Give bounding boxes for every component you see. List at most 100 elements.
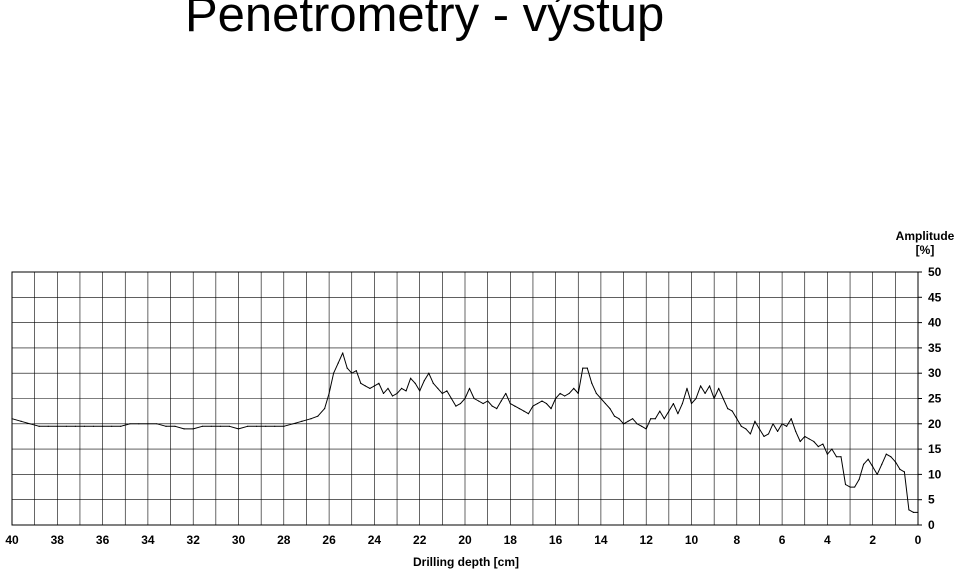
data-point xyxy=(532,405,534,407)
data-point xyxy=(120,425,122,427)
data-point xyxy=(428,372,430,374)
data-point xyxy=(908,509,910,511)
data-point xyxy=(265,425,267,427)
x-tick-label: 0 xyxy=(915,533,922,547)
data-point xyxy=(509,402,511,405)
y-axis-title-line1: Amplitude xyxy=(896,229,955,243)
data-point xyxy=(622,423,625,425)
data-point xyxy=(568,392,570,395)
data-point xyxy=(863,463,865,465)
data-point xyxy=(219,425,221,427)
x-tick-label: 32 xyxy=(187,533,201,547)
data-point xyxy=(713,397,715,400)
series-layer xyxy=(11,352,919,513)
data-point xyxy=(890,456,892,458)
data-point xyxy=(301,420,303,422)
data-point xyxy=(912,511,915,513)
x-tick-label: 16 xyxy=(549,533,563,547)
data-point xyxy=(400,387,403,389)
data-point xyxy=(840,456,842,458)
x-tick-label: 14 xyxy=(594,533,608,547)
data-point xyxy=(455,405,457,407)
data-point xyxy=(102,425,104,427)
y-tick-label: 25 xyxy=(928,392,942,406)
data-point xyxy=(917,511,919,513)
data-point xyxy=(83,425,86,427)
y-tick-label: 50 xyxy=(928,265,942,279)
data-point xyxy=(310,418,312,420)
x-tick-label: 34 xyxy=(141,533,155,547)
slide-title: Penetrometry - výstup xyxy=(185,0,665,42)
data-point xyxy=(885,453,887,455)
data-point xyxy=(419,390,421,392)
data-point xyxy=(410,377,412,379)
x-tick-label: 28 xyxy=(277,533,291,547)
data-point xyxy=(491,405,493,407)
data-point xyxy=(56,425,58,427)
x-tick-label: 24 xyxy=(368,533,382,547)
data-point xyxy=(500,400,502,402)
data-point xyxy=(111,425,113,427)
data-point xyxy=(853,486,856,488)
y-axis-ticks: 0 5 10 15 20 25 30 35 40 45 50 xyxy=(918,265,942,532)
data-point xyxy=(65,425,67,427)
data-point xyxy=(609,408,611,410)
data-point xyxy=(391,395,394,397)
data-point xyxy=(518,408,520,410)
data-point xyxy=(228,425,231,427)
data-point xyxy=(342,352,344,354)
x-tick-label: 22 xyxy=(413,533,427,547)
x-tick-label: 12 xyxy=(640,533,654,547)
x-tick-label: 8 xyxy=(733,533,740,547)
data-point xyxy=(482,402,484,405)
data-point xyxy=(686,387,688,389)
series-0 xyxy=(11,352,919,513)
data-point xyxy=(355,370,357,372)
data-point xyxy=(577,392,579,395)
data-point xyxy=(867,458,869,460)
x-axis-title: Drilling depth [cm] xyxy=(413,555,519,569)
data-point xyxy=(659,410,661,412)
data-point xyxy=(237,428,240,430)
data-point xyxy=(858,478,860,481)
data-point xyxy=(346,367,348,369)
data-point xyxy=(317,415,319,417)
data-point xyxy=(591,382,593,384)
data-point xyxy=(174,425,176,427)
data-point xyxy=(555,397,557,400)
data-point xyxy=(405,390,407,392)
data-point xyxy=(813,440,815,443)
data-point xyxy=(11,418,13,420)
data-point xyxy=(138,423,140,425)
data-point xyxy=(545,402,548,405)
data-point xyxy=(441,392,443,395)
y-tick-label: 0 xyxy=(928,518,935,532)
data-point xyxy=(432,382,434,384)
data-point xyxy=(763,435,765,438)
data-point xyxy=(654,418,656,420)
data-point xyxy=(844,483,847,486)
data-point xyxy=(446,390,448,392)
data-point xyxy=(740,425,742,427)
data-point xyxy=(527,413,530,415)
y-tick-label: 20 xyxy=(928,417,942,431)
data-point xyxy=(292,423,294,425)
data-point xyxy=(201,425,203,427)
data-point xyxy=(373,385,375,387)
y-axis-title-line2: [%] xyxy=(916,243,935,257)
data-point xyxy=(256,425,258,427)
data-point xyxy=(727,408,729,410)
data-point xyxy=(573,387,575,389)
data-point xyxy=(582,367,584,369)
data-point xyxy=(627,420,629,422)
data-point xyxy=(663,418,665,420)
data-point xyxy=(437,387,439,389)
data-point xyxy=(758,428,761,430)
data-point xyxy=(872,466,874,468)
x-tick-label: 20 xyxy=(458,533,472,547)
data-point xyxy=(795,430,797,432)
x-tick-label: 2 xyxy=(869,533,876,547)
data-point xyxy=(550,408,552,410)
data-point xyxy=(364,385,366,387)
x-tick-label: 4 xyxy=(824,533,831,547)
